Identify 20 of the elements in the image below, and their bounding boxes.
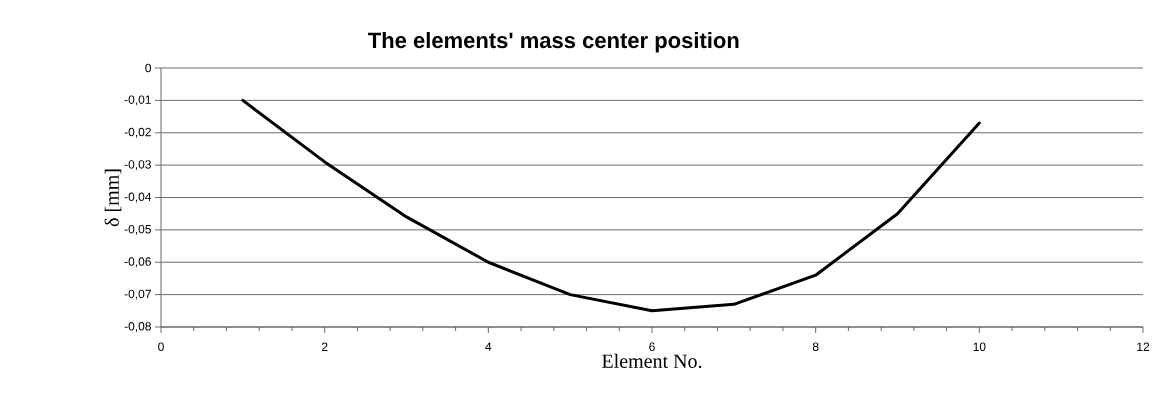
x-tick-label: 4 — [485, 342, 492, 351]
y-tick-label: -0,01 — [124, 95, 151, 106]
y-tick-label: -0,04 — [124, 192, 152, 203]
x-tick-label: 12 — [1137, 342, 1150, 351]
y-tick-label: -0,03 — [124, 160, 151, 171]
y-tick-label: -0,02 — [124, 127, 151, 138]
x-axis-title: Element No. — [602, 353, 702, 369]
x-tick-label: 8 — [812, 342, 819, 352]
y-tick-label: -0,05 — [124, 224, 151, 235]
y-tick-label: -0,07 — [124, 289, 151, 300]
x-tick-label: 6 — [649, 342, 655, 352]
x-tick-label: 2 — [321, 342, 328, 351]
x-tick-label: 0 — [158, 342, 164, 352]
line-series — [241, 98, 981, 313]
y-axis-title: δ [mm] — [104, 169, 122, 227]
chart-title: The elements' mass center position — [368, 32, 739, 53]
y-tick-label: -0,08 — [124, 322, 151, 332]
y-tick-label: -0,06 — [124, 257, 151, 268]
y-tick-label: 0 — [145, 63, 152, 73]
x-tick-label: 10 — [973, 342, 986, 352]
